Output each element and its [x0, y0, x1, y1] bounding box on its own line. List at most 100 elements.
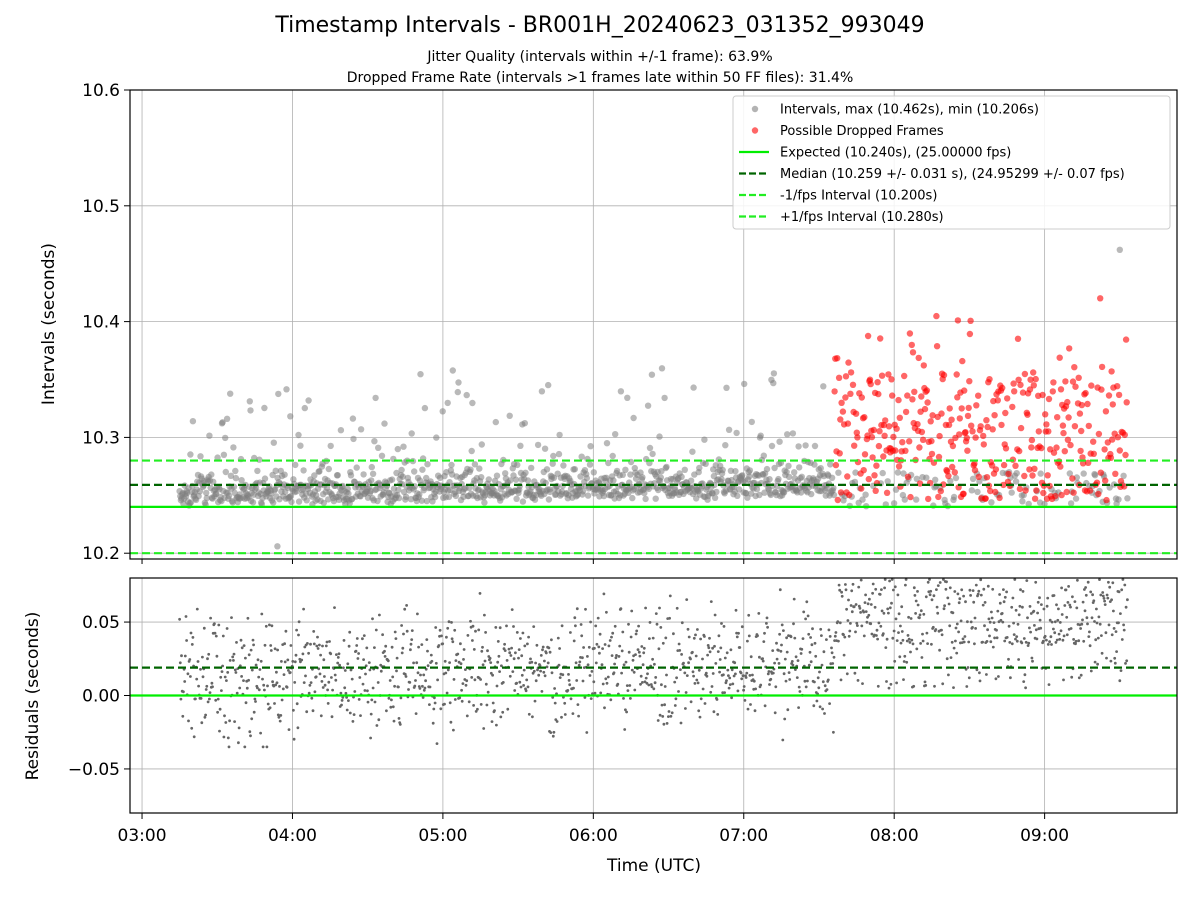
residual-point — [339, 691, 343, 695]
residual-point — [222, 735, 226, 739]
residual-point — [378, 613, 381, 617]
residual-point — [1120, 588, 1124, 592]
residual-point — [336, 661, 340, 665]
residual-point — [462, 648, 466, 651]
interval-point — [586, 461, 594, 468]
residual-point — [951, 611, 955, 615]
residual-point — [542, 670, 546, 674]
residual-point — [919, 642, 922, 645]
interval-point — [229, 499, 236, 506]
residual-point — [943, 604, 946, 608]
interval-point — [195, 492, 202, 500]
interval-point — [719, 466, 726, 474]
residual-point — [823, 712, 826, 715]
dropped-frame-point — [940, 371, 948, 379]
residual-point — [377, 718, 381, 722]
interval-point — [350, 435, 357, 443]
interval-point — [739, 472, 746, 479]
dropped-frame-point — [1105, 392, 1113, 399]
residual-point — [258, 668, 262, 671]
residual-point — [342, 666, 345, 670]
interval-point — [1037, 470, 1044, 477]
residual-point — [931, 625, 935, 629]
interval-point — [802, 442, 809, 449]
top-y-tick-label: 10.5 — [82, 197, 120, 217]
dropped-frame-point — [1069, 378, 1077, 385]
residual-point — [1003, 639, 1007, 643]
interval-point — [325, 496, 332, 503]
residual-point — [507, 647, 511, 651]
residual-point — [351, 720, 355, 723]
residual-point — [732, 674, 736, 678]
residual-point — [285, 685, 289, 689]
dropped-frame-point — [959, 357, 966, 365]
residual-point — [185, 639, 189, 642]
residual-point — [208, 697, 211, 701]
residual-point — [373, 700, 377, 704]
residual-point — [1012, 621, 1015, 625]
residual-point — [1113, 661, 1117, 665]
dropped-frame-point — [1030, 369, 1037, 376]
residual-point — [903, 654, 907, 658]
interval-point — [657, 474, 664, 481]
residual-point — [810, 643, 814, 647]
residual-point — [1007, 624, 1011, 628]
interval-point — [969, 475, 977, 482]
interval-point — [713, 488, 720, 496]
residual-point — [254, 700, 257, 703]
dropped-frame-point — [1116, 447, 1124, 454]
residual-point — [986, 584, 990, 588]
residual-point — [288, 671, 292, 674]
dropped-frame-point — [880, 453, 887, 460]
residual-point — [1002, 600, 1006, 604]
residual-point — [1069, 627, 1073, 630]
dropped-frame-point — [962, 429, 969, 436]
residual-point — [352, 713, 356, 716]
dropped-frame-point — [994, 397, 1001, 404]
residual-point — [662, 722, 666, 726]
residual-point — [706, 644, 710, 647]
residual-point — [957, 601, 961, 605]
residual-point — [698, 715, 702, 719]
residual-point — [1107, 580, 1110, 584]
residual-point — [219, 675, 223, 679]
dropped-frame-point — [954, 317, 962, 324]
residual-point — [754, 687, 757, 691]
top-x-ticks — [141, 559, 1046, 564]
residual-point — [446, 626, 450, 630]
residual-point — [941, 682, 945, 686]
dropped-frame-point — [1031, 495, 1039, 502]
residual-point — [498, 670, 501, 673]
residual-point — [890, 601, 893, 605]
residual-point — [213, 622, 216, 626]
residual-point — [189, 631, 193, 635]
residual-point — [987, 617, 991, 621]
dropped-frame-point — [956, 431, 963, 438]
interval-point — [439, 408, 446, 415]
dropped-frame-point — [1028, 444, 1035, 451]
interval-point — [395, 494, 403, 502]
residual-point — [861, 682, 864, 685]
residual-point — [914, 599, 918, 603]
residual-point — [560, 715, 563, 719]
residual-point — [854, 630, 857, 634]
residual-point — [306, 642, 309, 645]
interval-point — [702, 460, 709, 467]
residual-point — [1100, 634, 1103, 637]
dropped-frame-point — [889, 392, 896, 399]
residual-point — [787, 671, 791, 674]
residual-point — [269, 649, 273, 652]
interval-point — [275, 390, 282, 398]
residual-point — [357, 652, 360, 655]
residual-point — [921, 639, 925, 643]
residual-point — [637, 650, 641, 654]
interval-point — [334, 472, 341, 479]
residual-point — [563, 701, 567, 705]
residual-point — [1124, 605, 1128, 609]
interval-point — [399, 473, 406, 480]
residual-point — [313, 690, 317, 694]
residual-point — [825, 688, 829, 691]
interval-point — [689, 448, 696, 455]
residual-point — [896, 593, 900, 597]
interval-point — [287, 493, 295, 500]
